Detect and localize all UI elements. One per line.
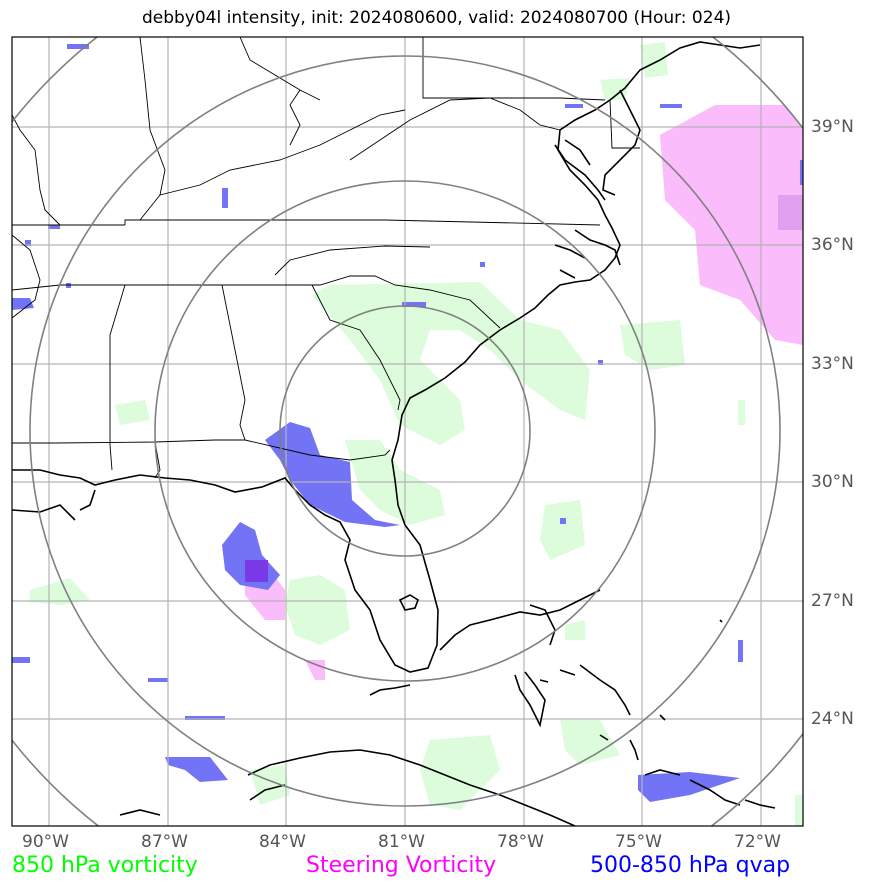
x-tick-label: 78°W (497, 832, 544, 852)
legend-vorticity-850: 850 hPa vorticity (12, 853, 198, 878)
grid-lines (12, 37, 803, 826)
y-tick-label: 27°N (811, 591, 854, 611)
map-title: debby04l intensity, init: 2024080600, va… (141, 8, 732, 28)
qvap-fields (12, 44, 803, 802)
x-tick-label: 72°W (734, 832, 781, 852)
map-frame (11, 36, 804, 827)
state-borders (12, 37, 640, 479)
x-tick-label: 90°W (22, 832, 69, 852)
x-tick-label: 81°W (378, 832, 425, 852)
y-tick-label: 24°N (811, 709, 854, 729)
x-tick-label: 75°W (615, 832, 662, 852)
coastlines (12, 41, 776, 826)
vorticity-850-fields (30, 42, 803, 826)
y-tick-label: 30°N (811, 472, 854, 492)
y-tick-label: 33°N (811, 354, 854, 374)
legend-steering-vorticity: Steering Vorticity (306, 853, 497, 878)
y-tick-label: 36°N (811, 235, 854, 255)
x-tick-label: 84°W (259, 832, 306, 852)
legend-qvap: 500-850 hPa qvap (590, 853, 791, 878)
y-tick-label: 39°N (811, 117, 854, 137)
x-tick-label: 87°W (141, 832, 188, 852)
